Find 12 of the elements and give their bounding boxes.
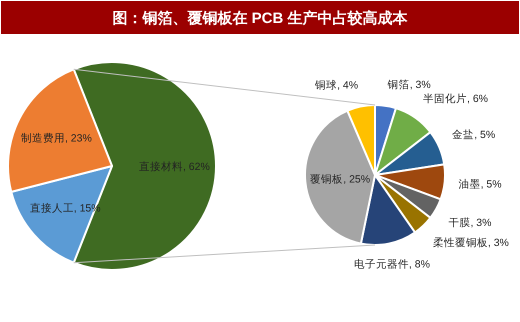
slice-label: 柔性覆铜板, 3%: [432, 236, 509, 249]
slice-label: 覆铜板, 25%: [310, 174, 370, 186]
slice-label: 直接材料, 62%: [138, 160, 210, 173]
slice-label: 干膜, 3%: [448, 216, 492, 229]
slice-label: 铜箔, 3%: [386, 78, 431, 91]
slice-label: 油墨, 5%: [458, 178, 502, 190]
slice-label: 制造费用, 23%: [20, 132, 92, 145]
slice-label: 铜球, 4%: [314, 78, 358, 92]
text: 图：铜箔、覆铜板在 PCB 生产中占较高成本: [112, 9, 408, 27]
slice-label: 金盐, 5%: [452, 128, 496, 141]
slice-label: 半固化片, 6%: [422, 92, 488, 106]
slice-label: 电子元器件, 8%: [354, 257, 430, 270]
